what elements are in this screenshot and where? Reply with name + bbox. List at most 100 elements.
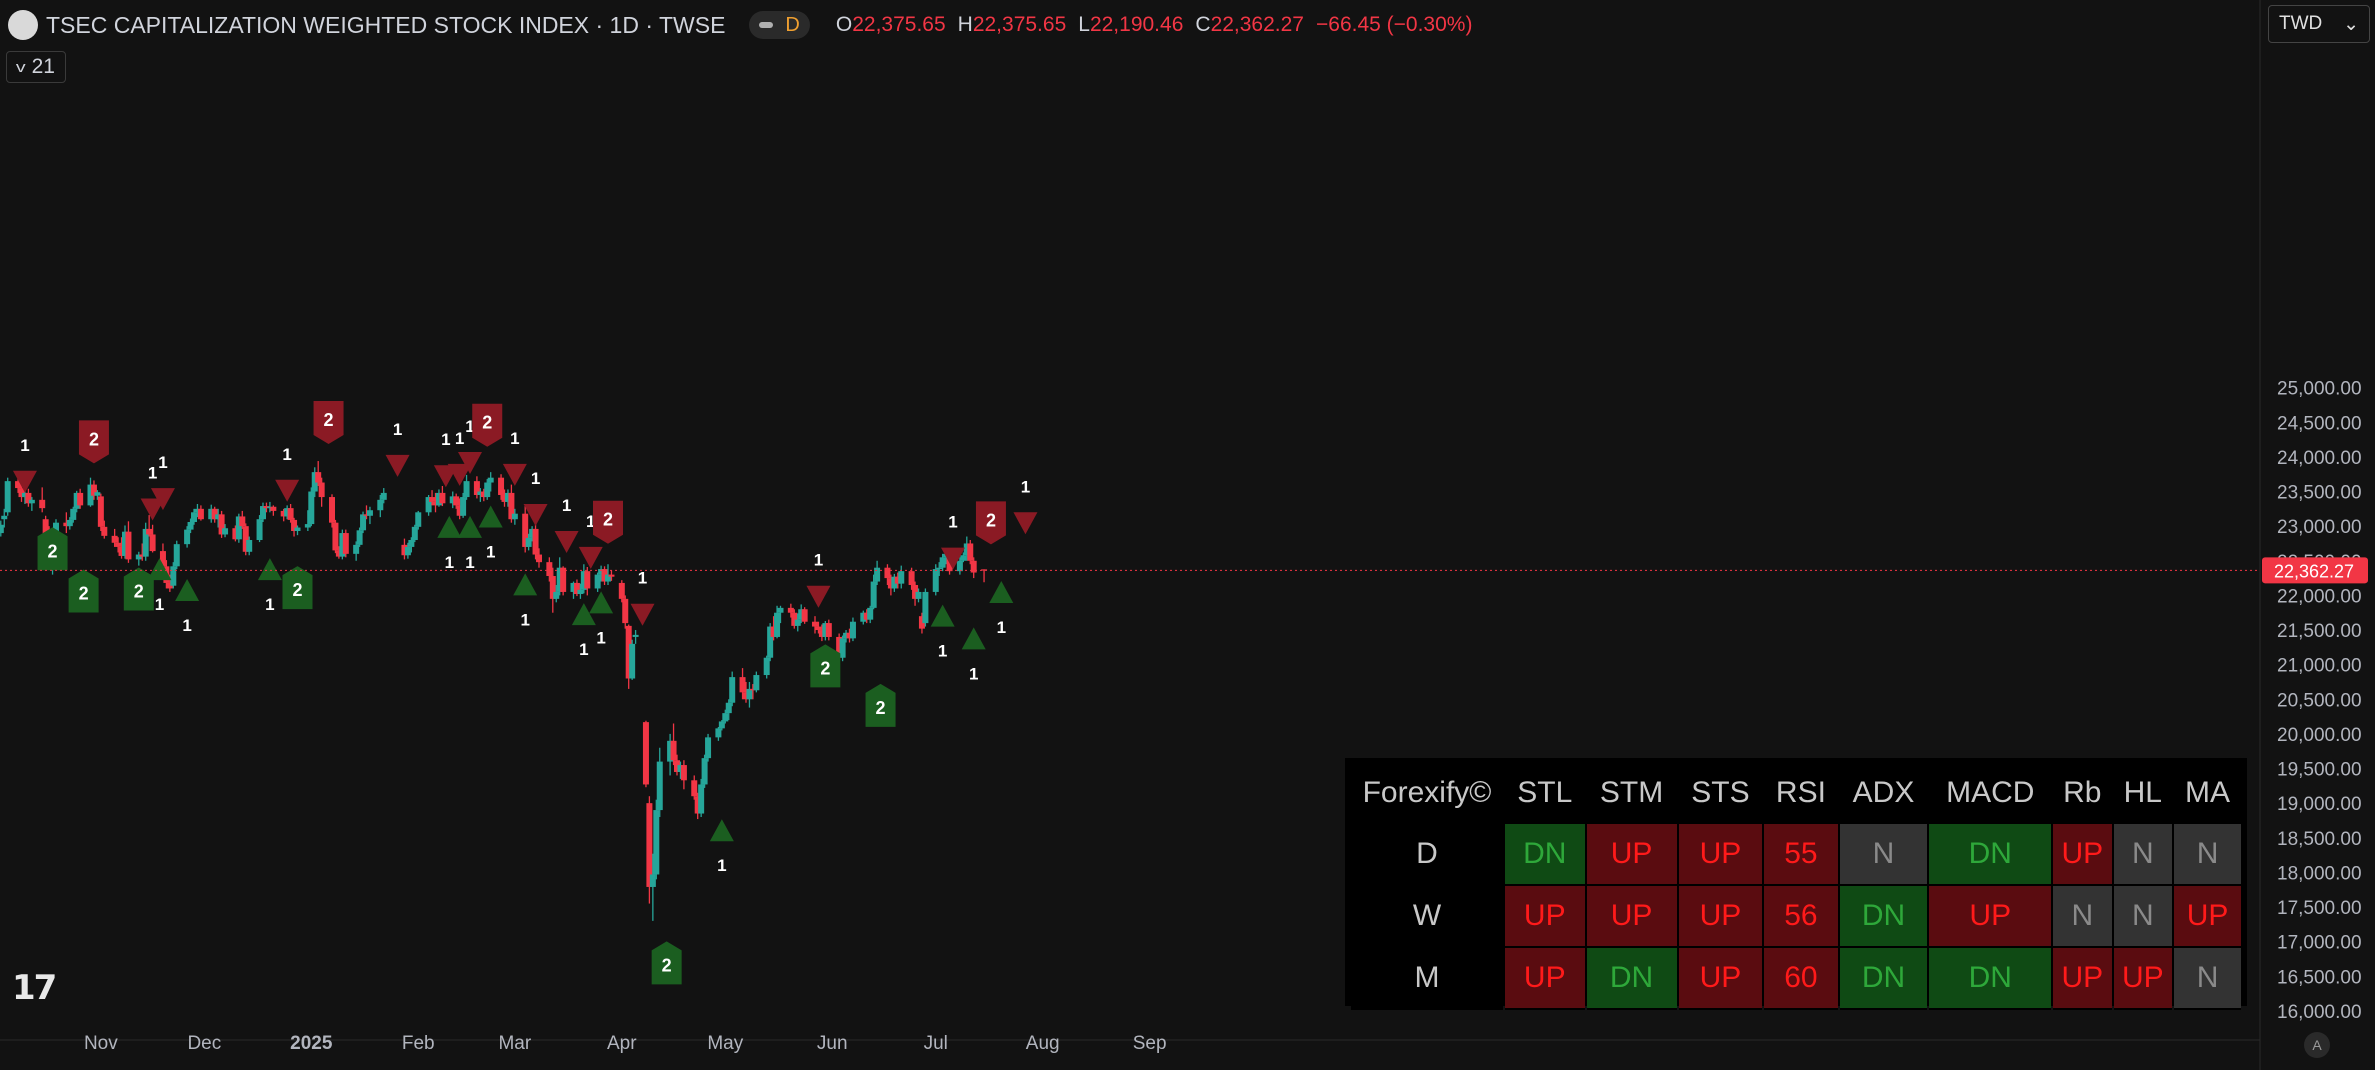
ohlc-high-value: 22,375.65 — [972, 13, 1067, 36]
forexify-col-header: Rb — [2063, 776, 2102, 809]
candle-body — [629, 643, 636, 679]
signal-label: 2 — [89, 429, 99, 449]
candle — [846, 628, 853, 643]
candle-body — [149, 534, 156, 552]
candle — [670, 723, 677, 766]
y-tick-label: 17,000.00 — [2277, 933, 2362, 954]
candle — [608, 570, 615, 581]
candle — [767, 623, 774, 662]
candle-body — [73, 492, 80, 509]
ohlc-open-label: O — [835, 13, 853, 36]
y-tick-label: 18,500.00 — [2277, 829, 2362, 850]
auto-scale-button[interactable]: A — [2304, 1032, 2330, 1058]
candle-body — [553, 591, 560, 599]
symbol-title[interactable]: TSEC CAPITALIZATION WEIGHTED STOCK INDEX… — [46, 11, 726, 38]
candle — [725, 699, 732, 721]
candle-body — [260, 506, 266, 520]
candle-body — [487, 477, 494, 483]
y-tick-label: 17,500.00 — [2277, 898, 2362, 919]
signal-label: 1 — [182, 616, 191, 635]
signal-label: 2 — [48, 541, 58, 561]
candle — [280, 508, 287, 522]
candle-body — [287, 508, 294, 520]
candle-body — [739, 677, 746, 693]
candle-body — [605, 574, 611, 582]
market-status-pill[interactable]: D — [749, 11, 810, 39]
currency-select[interactable]: TWD ⌄ — [2268, 5, 2370, 43]
candle — [335, 546, 342, 559]
candle-body — [798, 609, 805, 620]
candle-body — [480, 491, 487, 498]
candle — [194, 503, 201, 518]
candle-body — [970, 560, 977, 573]
candle — [504, 489, 511, 507]
signal-label: 1 — [265, 595, 274, 614]
x-tick-label: Dec — [187, 1033, 221, 1054]
candle-body — [363, 514, 370, 516]
signal-label: 1 — [531, 469, 540, 488]
candle — [28, 497, 35, 511]
tradingview-logo[interactable]: 17 — [12, 968, 57, 1008]
candle-body — [353, 544, 360, 554]
forexify-col-header: STM — [1599, 776, 1664, 809]
sell-signal: 1 — [523, 469, 548, 526]
candle — [239, 510, 246, 529]
candle — [266, 501, 273, 513]
sell-triangle-icon — [12, 470, 37, 493]
candle-body — [836, 636, 843, 658]
candle — [546, 557, 553, 582]
candle-body — [774, 612, 781, 637]
signal-label: 1 — [20, 436, 29, 455]
candle — [73, 490, 80, 513]
indicators-collapse-button[interactable]: v 21 — [6, 51, 66, 83]
candle — [874, 560, 881, 586]
candle-body — [498, 477, 505, 495]
candle — [101, 520, 108, 539]
candle-body — [439, 492, 446, 504]
chevron-down-icon: ⌄ — [2343, 13, 2359, 35]
candle — [115, 537, 122, 553]
sell-triangle-icon — [941, 547, 965, 570]
candle-body — [532, 528, 539, 555]
candle-body — [632, 634, 639, 637]
candle-body — [191, 512, 197, 522]
candle-body — [194, 508, 201, 513]
candle — [894, 572, 901, 589]
candle — [432, 492, 439, 513]
ohlc-high-label: H — [957, 13, 973, 36]
buy-triangle-icon — [458, 515, 482, 538]
candle-body — [218, 514, 225, 535]
candle-body — [242, 526, 249, 552]
buy-signal: 2 — [123, 567, 154, 611]
candle — [70, 506, 77, 523]
last-price-label: 22,362.27 — [2274, 561, 2354, 581]
y-tick-label: 25,000.00 — [2277, 379, 2362, 400]
forexify-cell: UP — [1678, 886, 1763, 948]
candle-body — [898, 571, 905, 584]
candle — [187, 518, 194, 534]
forexify-col-header: MA — [2185, 776, 2231, 809]
candle — [197, 505, 204, 521]
candle-body — [915, 591, 922, 599]
candle-body — [767, 626, 774, 658]
candle — [263, 502, 270, 513]
buy-triangle-icon — [257, 558, 282, 581]
candle — [525, 533, 532, 551]
candle-body — [308, 491, 315, 525]
candle-body — [266, 506, 273, 509]
forexify-col-header: MACD — [1946, 776, 2035, 809]
candle-body — [770, 626, 777, 637]
candle — [256, 515, 263, 543]
candle-body — [967, 543, 974, 561]
candle — [294, 525, 301, 536]
sell-flag-icon — [78, 420, 109, 464]
forexify-cell: DN — [1929, 824, 2052, 886]
candle — [791, 609, 798, 629]
sell-triangle-icon — [806, 585, 831, 608]
candle — [242, 523, 249, 556]
candle-body — [215, 514, 222, 520]
candle — [404, 542, 411, 559]
forexify-cell: DN — [1505, 824, 1585, 886]
candle-body — [270, 506, 277, 511]
